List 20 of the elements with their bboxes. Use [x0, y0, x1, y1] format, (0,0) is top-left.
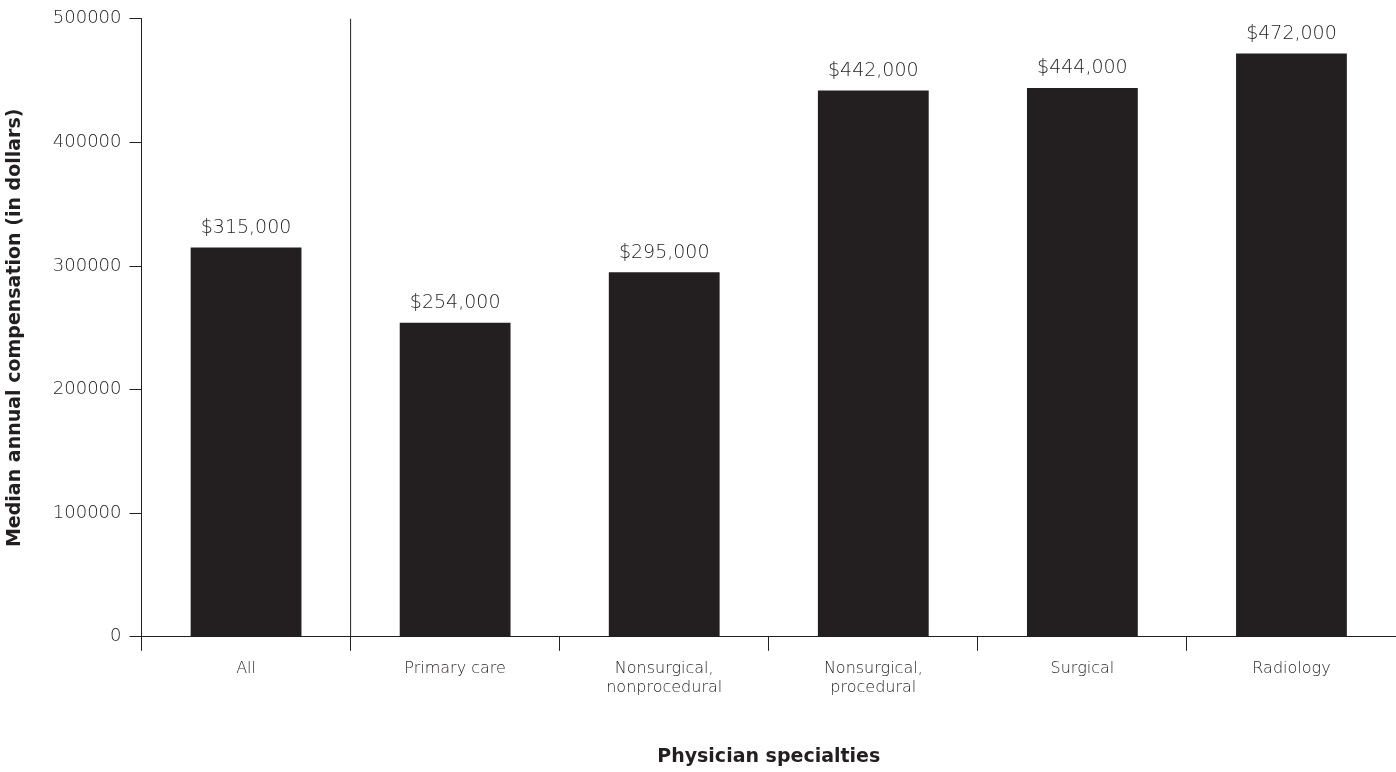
x-tick-label: Radiology — [1252, 657, 1331, 677]
y-tick-label: 400000 — [52, 130, 122, 152]
y-tick-label: 100000 — [52, 500, 122, 522]
x-axis-title: Physician specialties — [657, 743, 881, 766]
y-tick-label: 300000 — [52, 253, 122, 275]
data-label: $472,000 — [1246, 20, 1337, 43]
data-label: $315,000 — [200, 214, 292, 237]
x-tick-label: All — [236, 657, 256, 677]
data-label: $295,000 — [618, 239, 710, 262]
x-tick-label: Primary care — [404, 657, 506, 677]
data-label: $444,000 — [1037, 55, 1128, 78]
x-tick-label: Nonsurgical, nonprocedural — [606, 657, 723, 696]
data-label: $442,000 — [827, 57, 919, 80]
y-tick-label: 0 — [110, 624, 122, 646]
y-axis-title: Median annual compensation (in dollars) — [2, 108, 25, 548]
y-tick-label: 200000 — [52, 377, 122, 399]
x-tick-label: Surgical — [1050, 657, 1115, 677]
y-tick-label: 500000 — [52, 6, 122, 28]
x-tick-label: Nonsurgical, procedural — [823, 657, 923, 696]
data-label: $254,000 — [409, 290, 501, 313]
